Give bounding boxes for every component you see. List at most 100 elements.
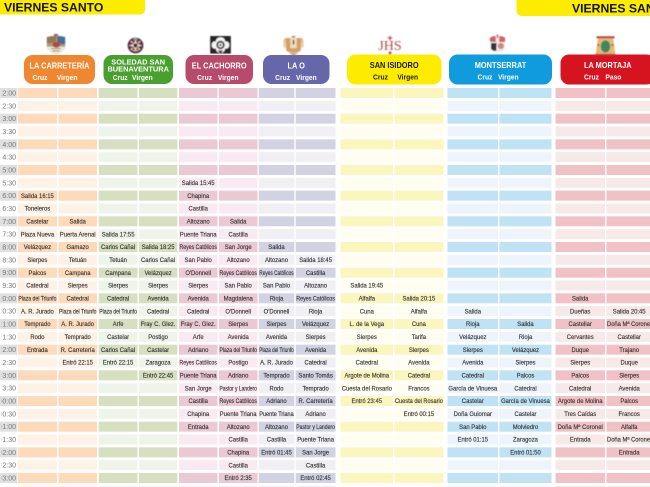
svg-text:Reyes Católicos: Reyes Católicos [180, 244, 217, 251]
svg-text:Altozano: Altozano [304, 283, 327, 290]
svg-text:Adriano: Adriano [305, 411, 326, 418]
svg-text:Doña Guiomar: Doña Guiomar [454, 411, 492, 418]
svg-text:Avenida: Avenida [266, 334, 288, 341]
svg-text:Entró 02:45: Entró 02:45 [300, 475, 331, 482]
svg-text:13:30: 13:30 [0, 129, 16, 136]
svg-text:Entrada: Entrada [188, 424, 209, 431]
svg-text:Salida: Salida [268, 244, 285, 251]
svg-text:Campana: Campana [105, 270, 131, 277]
svg-text:Castilla: Castilla [189, 206, 209, 213]
svg-text:Salida 19:45: Salida 19:45 [350, 283, 383, 290]
svg-text:Palcos: Palcos [517, 373, 535, 380]
svg-text:Entró 2:35: Entró 2:35 [225, 475, 253, 482]
svg-text:Entrada: Entrada [27, 347, 48, 354]
svg-text:Adriano: Adriano [266, 398, 287, 405]
svg-text:Cuesta del Rosario: Cuesta del Rosario [395, 398, 443, 405]
svg-text:MONTSERRAT: MONTSERRAT [475, 61, 527, 70]
svg-text:14:00: 14:00 [0, 142, 16, 149]
svg-text:Castilla: Castilla [189, 398, 209, 405]
svg-text:Castelar: Castelar [26, 219, 48, 226]
svg-text:Altozano: Altozano [265, 424, 288, 431]
svg-text:Catedral: Catedral [26, 283, 48, 290]
svg-text:Castilla: Castilla [306, 270, 326, 277]
svg-text:Doña Mª Coronel: Doña Mª Coronel [607, 321, 650, 328]
svg-text:Puerta Arenal: Puerta Arenal [60, 231, 96, 238]
svg-text:Plaza del Triunfo: Plaza del Triunfo [59, 308, 97, 315]
svg-text:Altozano: Altozano [227, 424, 250, 431]
svg-text:Virgen: Virgen [397, 73, 418, 82]
svg-text:Postigo: Postigo [228, 360, 248, 367]
svg-text:Castilla: Castilla [267, 437, 287, 444]
svg-text:Entró 22:15: Entró 22:15 [62, 360, 93, 367]
svg-text:LA MORTAJA: LA MORTAJA [584, 61, 632, 70]
svg-text:20:00: 20:00 [0, 296, 16, 303]
svg-text:Cruz: Cruz [33, 73, 48, 82]
svg-text:18:00: 18:00 [0, 245, 16, 252]
svg-text:Cruz: Cruz [478, 73, 493, 82]
svg-text:Chapina: Chapina [187, 411, 209, 418]
svg-text:Avenida: Avenida [462, 360, 484, 367]
svg-text:Doña Mª Coronel: Doña Mª Coronel [558, 424, 603, 431]
svg-text:Entrada: Entrada [619, 450, 640, 457]
svg-text:Avenida: Avenida [188, 296, 210, 303]
svg-text:O'Donnell: O'Donnell [225, 308, 251, 315]
svg-text:Catedral: Catedral [67, 296, 89, 303]
svg-text:Francos: Francos [619, 411, 640, 418]
svg-text:Sierpes: Sierpes [188, 283, 208, 290]
svg-text:23:30: 23:30 [0, 386, 16, 393]
svg-text:Adriano: Adriano [188, 347, 209, 354]
svg-text:Salida 15:45: Salida 15:45 [182, 180, 215, 187]
svg-text:Puente Triana: Puente Triana [297, 437, 334, 444]
svg-text:Sierpes: Sierpes [306, 334, 326, 341]
svg-text:Carlos Cañal: Carlos Cañal [141, 257, 175, 264]
svg-text:Toneleros: Toneleros [25, 206, 51, 213]
svg-text:Argote de Molina: Argote de Molina [558, 398, 603, 405]
svg-text:Sierpes: Sierpes [409, 347, 429, 354]
svg-text:Rioja: Rioja [309, 308, 323, 315]
svg-text:Reyes Católicos: Reyes Católicos [296, 296, 335, 303]
svg-text:Salida: Salida [465, 308, 482, 315]
svg-text:A. R. Jurado: A. R. Jurado [260, 360, 293, 367]
svg-text:00:30: 00:30 [0, 411, 16, 418]
svg-text:12:00: 12:00 [0, 91, 16, 98]
svg-text:Temprado: Temprado [65, 334, 92, 341]
svg-text:San Jorge: San Jorge [302, 450, 329, 457]
svg-text:Catedral: Catedral [462, 373, 484, 380]
svg-text:R. Carretería: R. Carretería [61, 347, 96, 354]
svg-text:Carlos Cañal: Carlos Cañal [101, 244, 135, 251]
svg-text:Virgen: Virgen [498, 73, 519, 82]
svg-text:Velázquez: Velázquez [512, 347, 539, 354]
svg-text:Castellar: Castellar [569, 321, 592, 328]
svg-text:Entró 22:15: Entró 22:15 [103, 360, 134, 367]
svg-text:Entró 01:50: Entró 01:50 [510, 450, 541, 457]
svg-text:Plaza del Triunfo: Plaza del Triunfo [99, 308, 137, 315]
svg-text:Salida: Salida [517, 321, 534, 328]
svg-text:Avenida: Avenida [356, 347, 378, 354]
svg-text:Temprado: Temprado [263, 373, 290, 380]
svg-text:Salida 16:15: Salida 16:15 [21, 193, 54, 200]
svg-text:Sierpes: Sierpes [148, 283, 168, 290]
svg-text:Duque: Duque [572, 347, 590, 354]
svg-text:Alfalfa: Alfalfa [411, 308, 428, 315]
svg-text:Castilla: Castilla [229, 462, 249, 469]
svg-text:Fray C. Glez.: Fray C. Glez. [181, 321, 216, 328]
svg-text:Entró 01:15: Entró 01:15 [458, 437, 489, 444]
svg-text:Castilla: Castilla [229, 231, 249, 238]
svg-text:Reyes Católicos: Reyes Católicos [220, 270, 257, 277]
svg-text:Avenida: Avenida [408, 360, 430, 367]
svg-text:Gamazo: Gamazo [67, 244, 90, 251]
svg-text:Cruz: Cruz [275, 73, 290, 82]
svg-text:San Pablo: San Pablo [459, 424, 487, 431]
svg-text:Rodo: Rodo [269, 385, 284, 392]
svg-text:Pastor y Landero: Pastor y Landero [220, 385, 258, 392]
svg-text:Salida: Salida [230, 219, 247, 226]
svg-text:Velázquez: Velázquez [24, 244, 51, 251]
svg-text:Altozano: Altozano [227, 257, 250, 264]
svg-text:Puente Triana: Puente Triana [259, 411, 294, 418]
svg-text:Molviedro: Molviedro [513, 424, 539, 431]
svg-text:23:00: 23:00 [0, 373, 16, 380]
svg-text:Virgen: Virgen [57, 73, 78, 82]
svg-text:Duque: Duque [621, 360, 639, 367]
svg-text:San Jorge: San Jorge [225, 244, 252, 251]
svg-text:VIERNES SANTO: VIERNES SANTO [4, 1, 103, 15]
